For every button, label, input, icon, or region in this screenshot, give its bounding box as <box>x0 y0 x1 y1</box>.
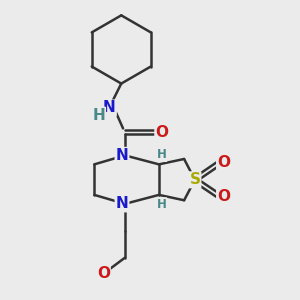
Text: O: O <box>155 124 168 140</box>
Text: H: H <box>92 108 105 123</box>
Text: O: O <box>217 189 230 204</box>
Text: N: N <box>103 100 116 116</box>
Text: O: O <box>217 155 230 170</box>
Text: H: H <box>157 198 166 211</box>
Text: O: O <box>97 266 110 281</box>
Text: N: N <box>116 148 128 163</box>
Text: N: N <box>116 196 128 211</box>
Text: S: S <box>189 172 200 187</box>
Text: H: H <box>157 148 166 161</box>
